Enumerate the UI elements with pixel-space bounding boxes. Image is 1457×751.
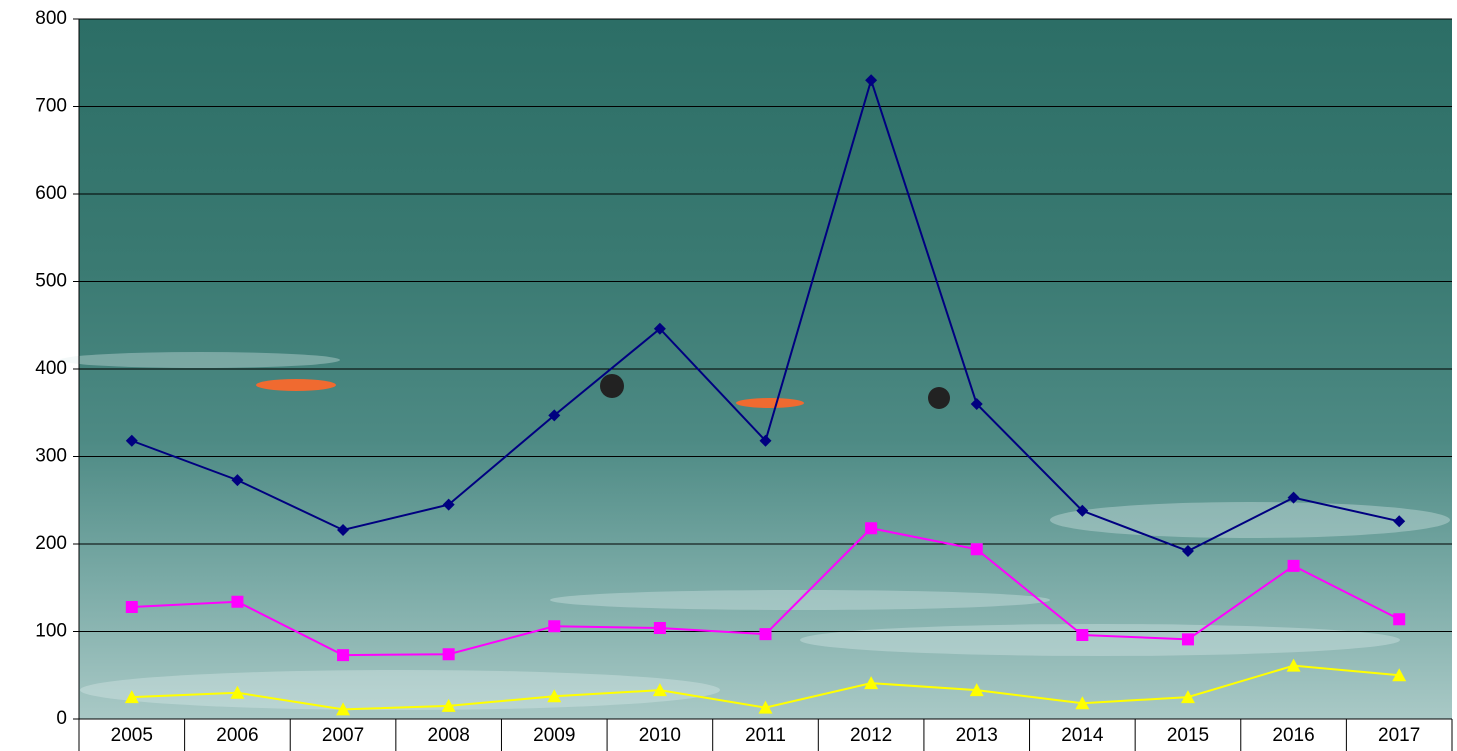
marker (548, 409, 561, 422)
marker (1180, 690, 1195, 704)
marker (337, 649, 350, 662)
marker (548, 620, 561, 633)
x-tick-label: 2011 (745, 725, 786, 746)
marker (125, 601, 138, 613)
marker (1181, 633, 1194, 646)
y-tick-label: 500 (35, 271, 67, 292)
x-tick-label: 2013 (956, 725, 998, 746)
marker (1076, 629, 1089, 641)
buoy (736, 398, 804, 408)
marker (1181, 545, 1194, 557)
marker (865, 74, 878, 87)
marker (231, 595, 244, 608)
marker (969, 683, 984, 697)
marker (759, 628, 772, 641)
marker (970, 543, 983, 556)
marker (547, 689, 562, 703)
x-tick-label: 2015 (1167, 725, 1209, 746)
marker (337, 524, 350, 536)
marker (759, 434, 772, 447)
marker (1286, 658, 1301, 672)
marker (124, 690, 139, 704)
y-tick-label: 300 (35, 446, 67, 467)
x-tick-label: 2007 (322, 725, 364, 746)
marker (230, 685, 245, 699)
y-tick-label: 100 (35, 621, 67, 642)
x-tick-label: 2009 (533, 725, 575, 746)
x-tick-label: 2017 (1378, 725, 1420, 746)
marker (1075, 696, 1090, 710)
marker (864, 676, 879, 690)
x-tick-label: 2014 (1061, 725, 1104, 746)
marker (652, 683, 667, 697)
x-tick-label: 2010 (639, 725, 681, 746)
x-tick-label: 2012 (850, 725, 892, 746)
swimmer (928, 387, 950, 409)
marker (231, 474, 244, 487)
marker (1393, 613, 1406, 626)
marker (1287, 491, 1300, 504)
y-tick-label: 200 (35, 533, 67, 554)
buoy (256, 379, 336, 391)
marker (441, 698, 456, 712)
marker (653, 322, 666, 335)
marker (970, 398, 983, 410)
x-tick-label: 2005 (111, 725, 153, 746)
marker (442, 498, 455, 511)
marker (758, 700, 773, 714)
y-tick-label: 0 (56, 708, 67, 729)
marker (442, 648, 455, 661)
y-tick-label: 400 (35, 358, 67, 379)
marker (653, 622, 666, 634)
marker (1393, 515, 1406, 528)
marker (865, 522, 878, 535)
x-tick-label: 2016 (1272, 725, 1314, 746)
marker (1076, 504, 1089, 517)
y-tick-label: 700 (35, 96, 67, 117)
x-tick-label: 2006 (216, 725, 258, 746)
marker (1392, 668, 1407, 682)
marker (336, 702, 351, 716)
marker (1287, 559, 1300, 572)
y-tick-label: 600 (35, 183, 67, 204)
swimmer (600, 374, 624, 398)
y-tick-label: 800 (35, 8, 67, 29)
marker (125, 434, 138, 447)
x-tick-label: 2008 (428, 725, 470, 746)
